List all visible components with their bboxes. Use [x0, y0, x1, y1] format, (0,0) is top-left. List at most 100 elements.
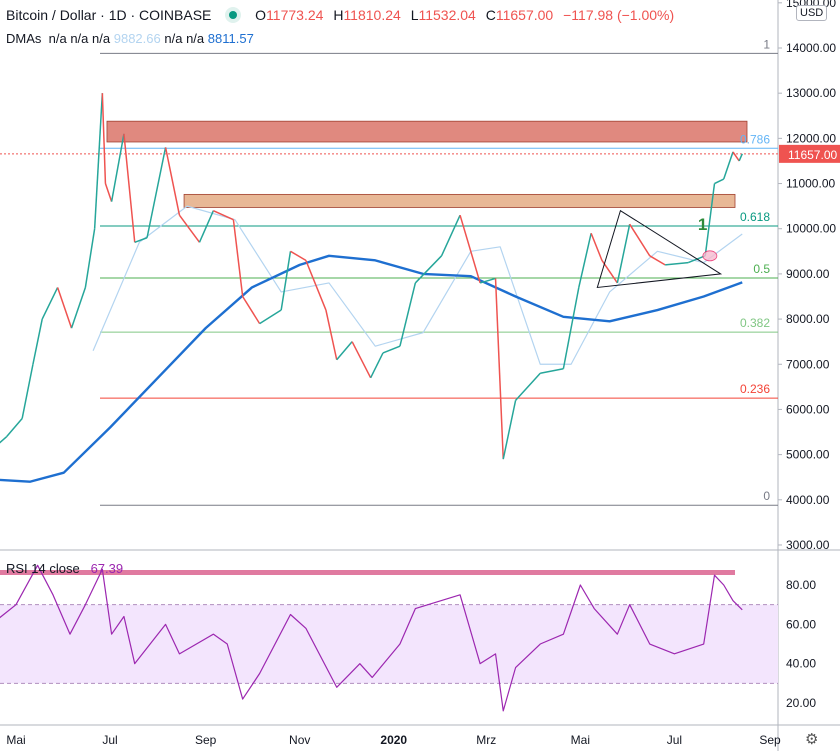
- price-segment: [6, 417, 23, 438]
- y-tick-label: 15000.00: [786, 0, 836, 10]
- market-status-icon: [229, 11, 238, 19]
- x-tick-label: 2020: [380, 733, 407, 747]
- x-tick-label: Jul: [102, 733, 117, 747]
- rsi-band: [0, 604, 778, 684]
- y-tick-label: 4000.00: [786, 493, 830, 507]
- price-segment: [93, 93, 104, 229]
- x-tick-label: Mai: [6, 733, 25, 747]
- price-segment: [649, 255, 666, 266]
- fib-level-label: 0: [763, 489, 770, 503]
- price-segment: [399, 282, 417, 347]
- price-segment: [146, 147, 167, 238]
- y-tick-label: 10000.00: [786, 222, 836, 236]
- price-segment: [578, 233, 592, 288]
- y-tick-label: 11000.00: [786, 177, 835, 191]
- price-segment: [259, 309, 282, 325]
- rsi-y-tick-label: 80.00: [786, 578, 816, 592]
- dma200-line: [0, 254, 743, 483]
- price-segment: [723, 151, 734, 180]
- price-segment: [590, 232, 603, 261]
- price-segment: [440, 214, 461, 257]
- dma50-value: 9882.66: [113, 31, 161, 46]
- price-segment: [280, 251, 292, 311]
- symbol-title[interactable]: Bitcoin / Dollar · 1D · COINBASE: [6, 7, 212, 23]
- price-segment: [213, 209, 234, 221]
- y-tick-label: 7000.00: [786, 357, 830, 371]
- x-tick-label: Jul: [667, 733, 682, 747]
- price-segment: [515, 372, 541, 401]
- last-price-label: 11657.00: [788, 148, 837, 162]
- fib-level-label: 1: [763, 37, 770, 51]
- high-value: 11810.24: [343, 7, 401, 23]
- price-segment: [232, 219, 244, 297]
- price-segment: [56, 287, 73, 329]
- fib-level-label: 0.786: [740, 132, 770, 146]
- price-segment: [732, 151, 740, 162]
- price-segment: [104, 183, 113, 202]
- rsi-resistance-zone: [0, 570, 735, 575]
- price-segment: [665, 261, 689, 266]
- rsi-line: [0, 564, 743, 712]
- x-tick-label: Sep: [759, 733, 781, 747]
- price-segment: [336, 341, 353, 361]
- price-segment: [369, 352, 384, 379]
- price-segment: [290, 250, 307, 261]
- fib-level-label: 0.5: [753, 262, 770, 276]
- y-tick-label: 6000.00: [786, 402, 830, 416]
- last-price-badge: [779, 144, 840, 163]
- y-tick-label: 14000.00: [786, 41, 836, 55]
- rsi-y-tick-label: 40.00: [786, 657, 816, 671]
- fib-level-label: 0.618: [740, 210, 770, 224]
- price-segment: [70, 287, 87, 329]
- settings-gear-icon[interactable]: ⚙: [805, 731, 819, 748]
- open-value: 11773.24: [266, 7, 324, 23]
- price-segment: [704, 183, 716, 256]
- price-segment: [382, 345, 401, 354]
- price-segment: [178, 214, 201, 243]
- price-segment: [305, 260, 327, 311]
- price-segment: [0, 435, 8, 444]
- y-tick-label: 8000.00: [786, 312, 830, 326]
- resistance-zone: [183, 193, 736, 208]
- price-segment: [164, 147, 181, 216]
- wave-label: 1: [698, 215, 707, 234]
- rsi-legend: RSI 14 close 67.39: [6, 561, 124, 576]
- price-segment: [351, 341, 372, 379]
- dma200-value: 8811.57: [207, 31, 254, 46]
- resistance-zone: [106, 120, 748, 143]
- y-tick-label: 12000.00: [786, 131, 836, 145]
- symbol-legend: Bitcoin / Dollar · 1D · COINBASE O11773.…: [6, 7, 675, 23]
- price-segment: [84, 228, 96, 288]
- dma-label[interactable]: DMAs: [6, 31, 42, 46]
- price-segment: [494, 278, 504, 460]
- price-segment: [629, 223, 651, 257]
- dma50-line: [92, 205, 743, 365]
- change-value: −117.98 (−1.00%): [563, 7, 675, 23]
- price-segment: [198, 210, 215, 243]
- rsi-y-tick-label: 60.00: [786, 617, 816, 631]
- price-segment: [479, 277, 496, 284]
- fib-level-label: 0.236: [740, 382, 770, 396]
- price-segment: [540, 368, 564, 375]
- fib-level-label: 0.382: [740, 316, 770, 330]
- x-tick-label: Nov: [289, 733, 310, 747]
- price-segment: [101, 93, 107, 184]
- x-tick-label: Mrz: [476, 733, 496, 747]
- y-tick-label: 3000.00: [786, 538, 830, 552]
- breakout-marker: [702, 250, 718, 262]
- price-segment: [714, 178, 725, 185]
- currency-button[interactable]: USD: [796, 5, 828, 21]
- price-segment: [502, 400, 517, 460]
- triangle-pattern: [596, 209, 723, 289]
- close-value: 11657.00: [495, 7, 554, 23]
- price-segment: [123, 133, 136, 243]
- rsi-y-tick-label: 20.00: [786, 696, 816, 710]
- y-tick-label: 9000.00: [786, 267, 830, 281]
- price-segment: [41, 287, 59, 320]
- price-segment: [738, 153, 743, 162]
- price-segment: [459, 214, 481, 284]
- price-segment: [242, 296, 261, 324]
- price-segment: [21, 364, 34, 419]
- y-tick-label: 13000.00: [786, 86, 836, 100]
